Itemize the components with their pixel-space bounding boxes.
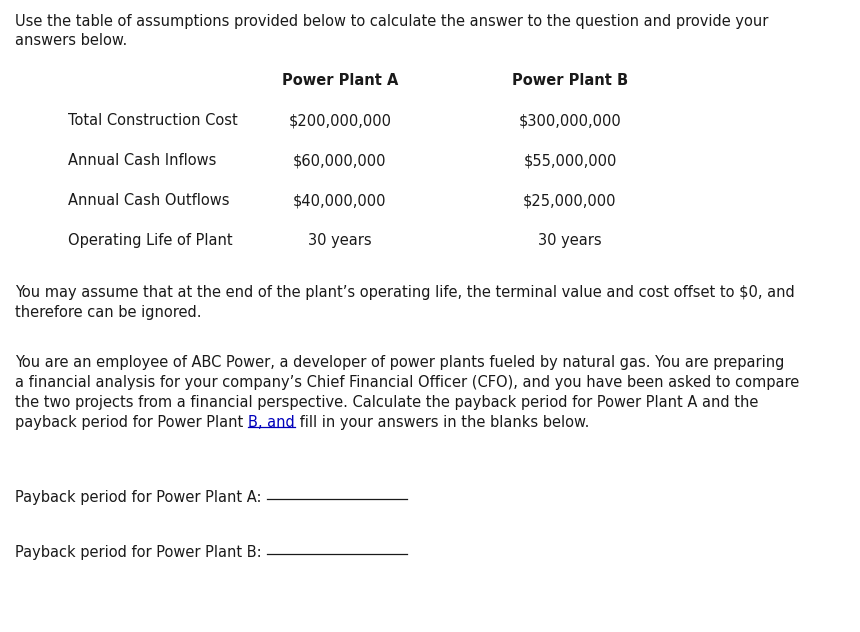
Text: $25,000,000: $25,000,000 [523,193,617,208]
Text: the two projects from a financial perspective. Calculate the payback period for : the two projects from a financial perspe… [15,395,759,410]
Text: $40,000,000: $40,000,000 [293,193,387,208]
Text: payback period for Power Plant: payback period for Power Plant [15,415,248,430]
Text: a financial analysis for your company’s Chief Financial Officer (CFO), and you h: a financial analysis for your company’s … [15,375,799,390]
Text: Total Construction Cost: Total Construction Cost [68,113,237,128]
Text: Power Plant B: Power Plant B [512,73,628,88]
Text: Annual Cash Outflows: Annual Cash Outflows [68,193,230,208]
Text: $55,000,000: $55,000,000 [524,153,617,168]
Text: $200,000,000: $200,000,000 [288,113,391,128]
Text: 30 years: 30 years [308,233,372,248]
Text: Payback period for Power Plant A:: Payback period for Power Plant A: [15,490,261,505]
Text: answers below.: answers below. [15,33,127,48]
Text: B, and: B, and [248,415,295,430]
Text: Annual Cash Inflows: Annual Cash Inflows [68,153,217,168]
Text: Power Plant A: Power Plant A [282,73,398,88]
Text: Use the table of assumptions provided below to calculate the answer to the quest: Use the table of assumptions provided be… [15,14,768,29]
Text: Operating Life of Plant: Operating Life of Plant [68,233,232,248]
Text: $60,000,000: $60,000,000 [293,153,387,168]
Text: fill in your answers in the blanks below.: fill in your answers in the blanks below… [295,415,589,430]
Text: therefore can be ignored.: therefore can be ignored. [15,305,201,320]
Text: You may assume that at the end of the plant’s operating life, the terminal value: You may assume that at the end of the pl… [15,285,795,300]
Text: Payback period for Power Plant B:: Payback period for Power Plant B: [15,545,261,560]
Text: 30 years: 30 years [538,233,602,248]
Text: You are an employee of ABC Power, a developer of power plants fueled by natural : You are an employee of ABC Power, a deve… [15,355,784,370]
Text: $300,000,000: $300,000,000 [519,113,622,128]
